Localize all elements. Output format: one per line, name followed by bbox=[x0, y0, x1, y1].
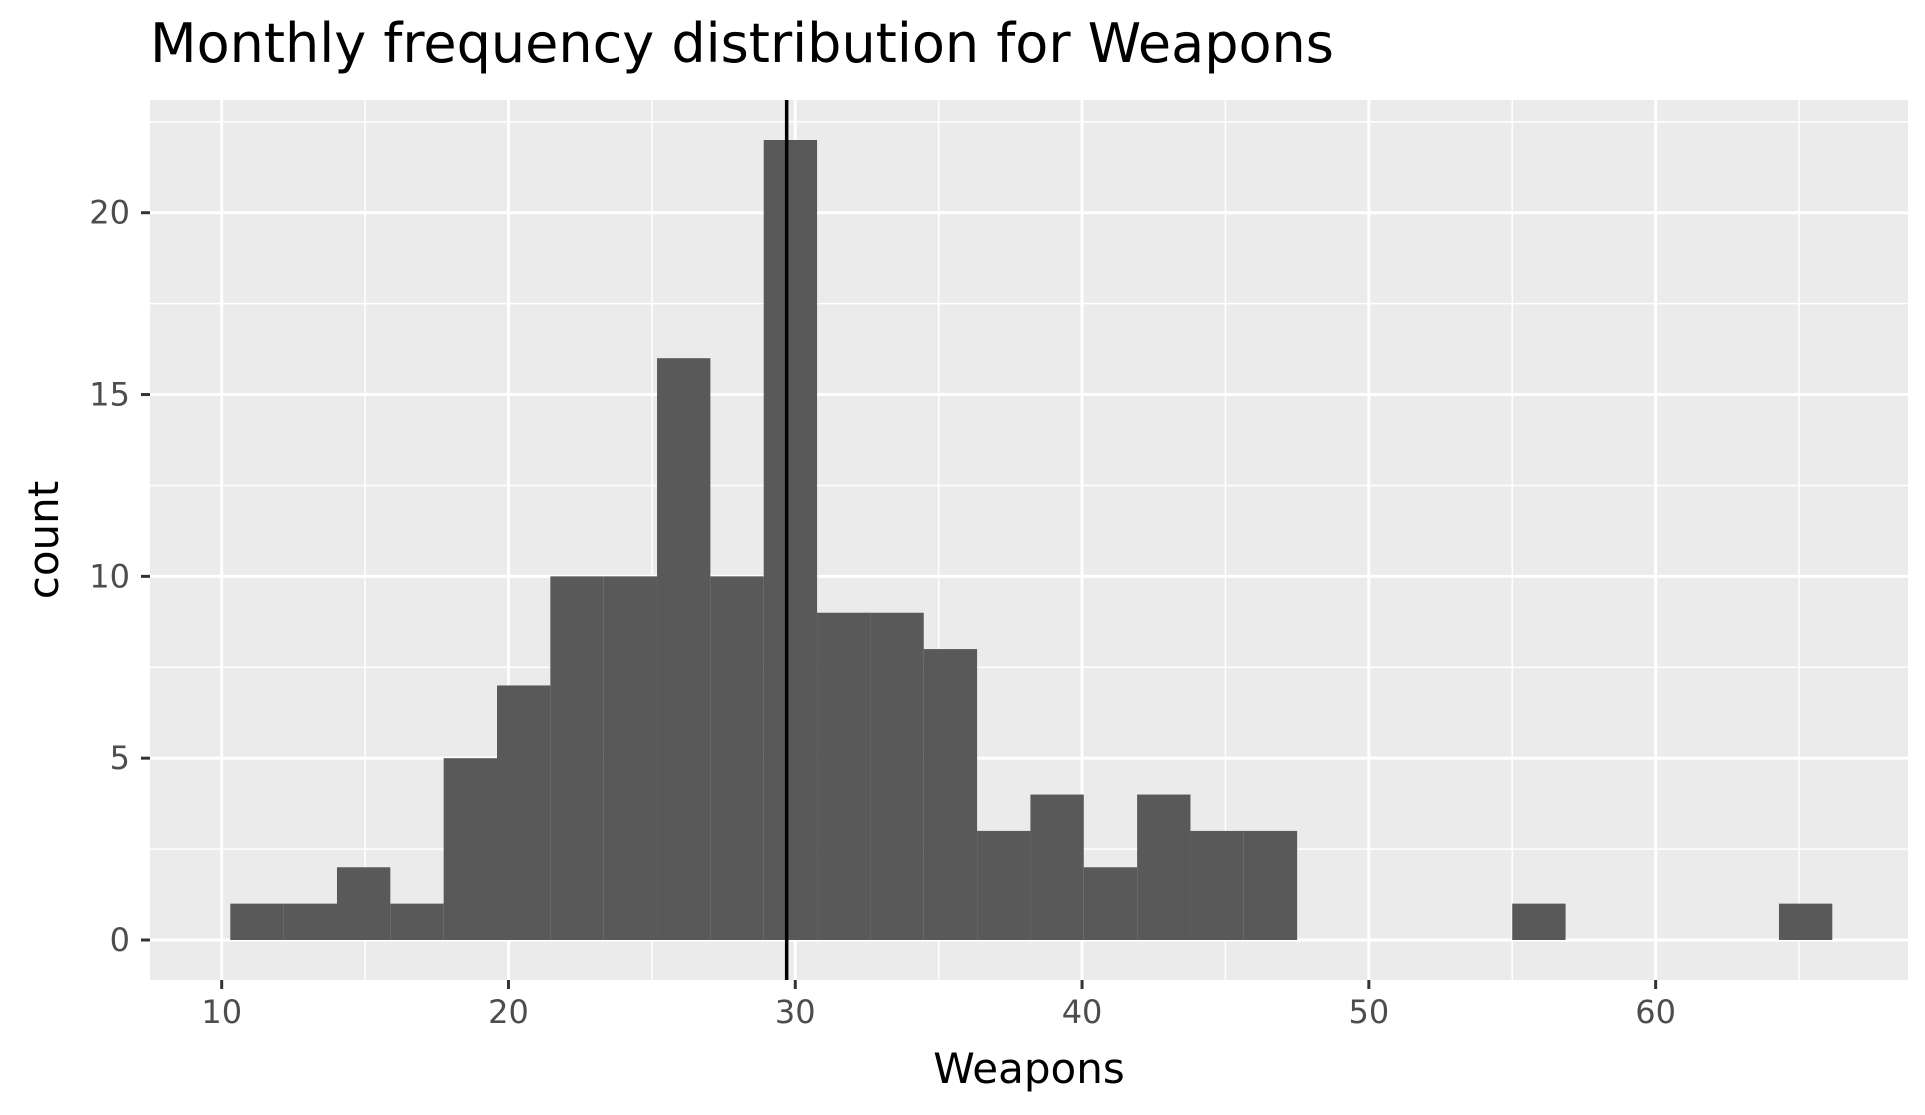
histogram-bar bbox=[1137, 794, 1191, 940]
histogram-bar bbox=[443, 758, 498, 940]
y-axis-title: count bbox=[19, 481, 68, 600]
histogram-bar bbox=[1512, 903, 1566, 940]
histogram-bar bbox=[1030, 794, 1084, 940]
histogram-bar bbox=[763, 140, 818, 940]
x-tick-label: 20 bbox=[488, 993, 529, 1031]
histogram-bar bbox=[603, 576, 658, 940]
histogram-bars bbox=[230, 140, 1833, 940]
y-tick-label: 0 bbox=[110, 921, 130, 959]
y-axis-ticks: 0 5 10 15 20 bbox=[89, 194, 150, 959]
grid-minor bbox=[150, 100, 1908, 980]
x-tick-label: 30 bbox=[775, 993, 816, 1031]
histogram-bar bbox=[550, 576, 604, 940]
histogram-bar bbox=[283, 903, 337, 940]
chart-title: Monthly frequency distribution for Weapo… bbox=[150, 12, 1334, 75]
histogram-bar bbox=[870, 612, 924, 940]
histogram-bar bbox=[390, 903, 444, 940]
histogram-bar bbox=[657, 358, 711, 940]
histogram-bar bbox=[497, 685, 551, 940]
x-axis-title: Weapons bbox=[933, 1044, 1125, 1093]
y-tick-label: 10 bbox=[89, 557, 130, 595]
x-axis-ticks: 10 20 30 40 50 60 bbox=[201, 980, 1676, 1031]
histogram-bar bbox=[1243, 830, 1298, 940]
histogram-bar bbox=[710, 576, 764, 940]
y-tick-label: 5 bbox=[110, 739, 130, 777]
x-tick-label: 40 bbox=[1062, 993, 1103, 1031]
x-tick-label: 10 bbox=[201, 993, 242, 1031]
histogram-bar bbox=[1190, 830, 1244, 940]
y-tick-label: 20 bbox=[89, 194, 130, 232]
histogram-bar bbox=[336, 867, 391, 940]
x-tick-label: 60 bbox=[1635, 993, 1676, 1031]
histogram-bar bbox=[230, 903, 284, 940]
histogram-bar bbox=[977, 830, 1031, 940]
x-tick-label: 50 bbox=[1348, 993, 1389, 1031]
histogram-bar bbox=[1778, 903, 1833, 940]
y-tick-label: 15 bbox=[89, 376, 130, 414]
histogram-bar bbox=[1083, 867, 1138, 940]
histogram-bar bbox=[923, 649, 978, 940]
histogram-bar bbox=[817, 612, 871, 940]
